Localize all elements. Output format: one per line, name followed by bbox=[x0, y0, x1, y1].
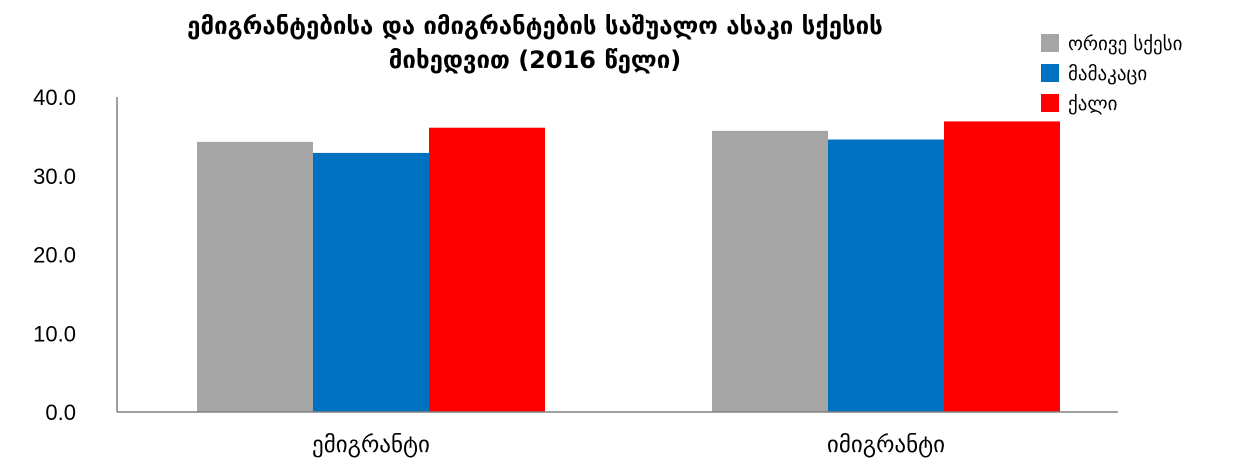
legend-label: ორივე სქესი bbox=[1068, 33, 1182, 55]
y-tick-label: 20.0 bbox=[33, 243, 76, 268]
chart-title: ემიგრანტებისა და იმიგრანტების საშუალო ას… bbox=[187, 12, 883, 74]
bar-3-1 bbox=[429, 128, 545, 412]
legend: ორივე სქესი მამაკაცი ქალი bbox=[1041, 33, 1182, 115]
bar-3-2 bbox=[944, 121, 1060, 412]
plot-area bbox=[197, 121, 1060, 412]
bar-1-1 bbox=[197, 142, 313, 412]
y-tick-label: 30.0 bbox=[33, 164, 76, 189]
legend-swatch bbox=[1041, 34, 1059, 52]
y-axis: 0.0 10.0 20.0 30.0 40.0 bbox=[33, 85, 117, 425]
legend-swatch bbox=[1041, 94, 1059, 112]
y-tick-label: 40.0 bbox=[33, 85, 76, 110]
x-axis: ემიგრანტი იმიგრანტი bbox=[117, 412, 1118, 458]
legend-label: ქალი bbox=[1068, 93, 1117, 115]
legend-label: მამაკაცი bbox=[1068, 63, 1147, 85]
bar-2-2 bbox=[828, 140, 944, 412]
y-tick-label: 0.0 bbox=[45, 400, 76, 425]
y-tick-label: 10.0 bbox=[33, 321, 76, 346]
bar-2-1 bbox=[313, 153, 429, 412]
legend-swatch bbox=[1041, 64, 1059, 82]
x-category-label: ემიგრანტი bbox=[312, 432, 430, 458]
chart-title-line-1: ემიგრანტებისა და იმიგრანტების საშუალო ას… bbox=[187, 12, 883, 40]
bar-1-2 bbox=[712, 131, 828, 412]
chart-title-line-2: მიხედვით (2016 წელი) bbox=[389, 46, 681, 74]
x-category-label: იმიგრანტი bbox=[827, 432, 945, 458]
